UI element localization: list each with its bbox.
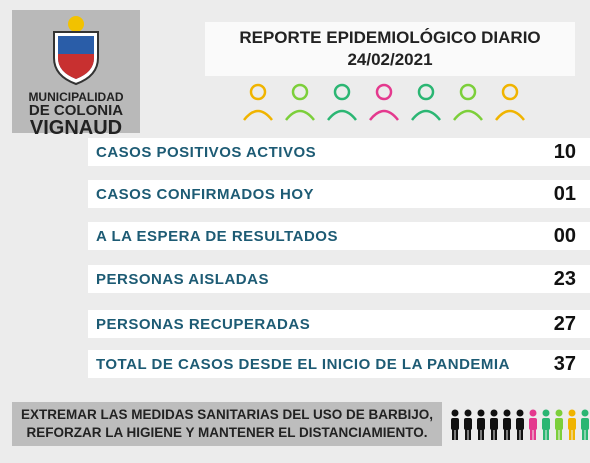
stat-value: 27: [553, 312, 576, 335]
person-icon: [568, 409, 576, 440]
stat-value: 10: [553, 140, 576, 163]
person-icon: [581, 409, 589, 440]
stat-label: CASOS POSITIVOS ACTIVOS: [96, 143, 317, 161]
org-line: VIGNAUD: [29, 117, 123, 139]
stat-row: A LA ESPERA DE RESULTADOS 00: [88, 222, 590, 250]
person-icon: [490, 409, 498, 440]
person-icon: [503, 409, 511, 440]
stat-value: 01: [553, 182, 576, 205]
date: 24/02/2021: [347, 50, 433, 69]
person-icon: [464, 409, 472, 440]
people-icons: [451, 409, 589, 440]
coat-of-arms: [53, 16, 99, 86]
footer-line: REFORZAR LA HIGIENE Y MANTENER EL DISTAN…: [26, 425, 428, 440]
person-icon: [451, 409, 459, 440]
stat-row: PERSONAS AISLADAS 23: [88, 265, 590, 293]
stat-value: 00: [553, 224, 576, 247]
worker-icons: [243, 83, 525, 121]
stat-label: PERSONAS RECUPERADAS: [96, 315, 311, 333]
stat-label: TOTAL DE CASOS DESDE EL INICIO DE LA PAN…: [96, 355, 510, 373]
stat-row: CASOS CONFIRMADOS HOY 01: [88, 180, 590, 208]
stat-value: 23: [553, 267, 576, 290]
stat-row: TOTAL DE CASOS DESDE EL INICIO DE LA PAN…: [88, 350, 590, 378]
stat-label: PERSONAS AISLADAS: [96, 270, 269, 288]
footer-box: EXTREMAR LAS MEDIDAS SANITARIAS DEL USO …: [12, 402, 442, 446]
title-box: REPORTE EPIDEMIOLÓGICO DIARIO 24/02/2021: [205, 22, 575, 76]
stat-label: A LA ESPERA DE RESULTADOS: [96, 227, 338, 245]
title: REPORTE EPIDEMIOLÓGICO DIARIO: [239, 28, 541, 47]
person-icon: [555, 409, 563, 440]
stat-label: CASOS CONFIRMADOS HOY: [96, 185, 315, 203]
stat-row: PERSONAS RECUPERADAS 27: [88, 310, 590, 338]
org-line: MUNICIPALIDAD: [28, 90, 124, 104]
logo-box: MUNICIPALIDAD DE COLONIA VIGNAUD: [12, 10, 140, 138]
person-icon: [542, 409, 550, 440]
stat-row: CASOS POSITIVOS ACTIVOS 10: [88, 138, 590, 166]
stat-value: 37: [553, 352, 576, 375]
footer-line: EXTREMAR LAS MEDIDAS SANITARIAS DEL USO …: [20, 407, 434, 422]
person-icon: [529, 409, 537, 440]
person-icon: [477, 409, 485, 440]
org-line: DE COLONIA: [28, 102, 124, 119]
person-icon: [516, 409, 524, 440]
